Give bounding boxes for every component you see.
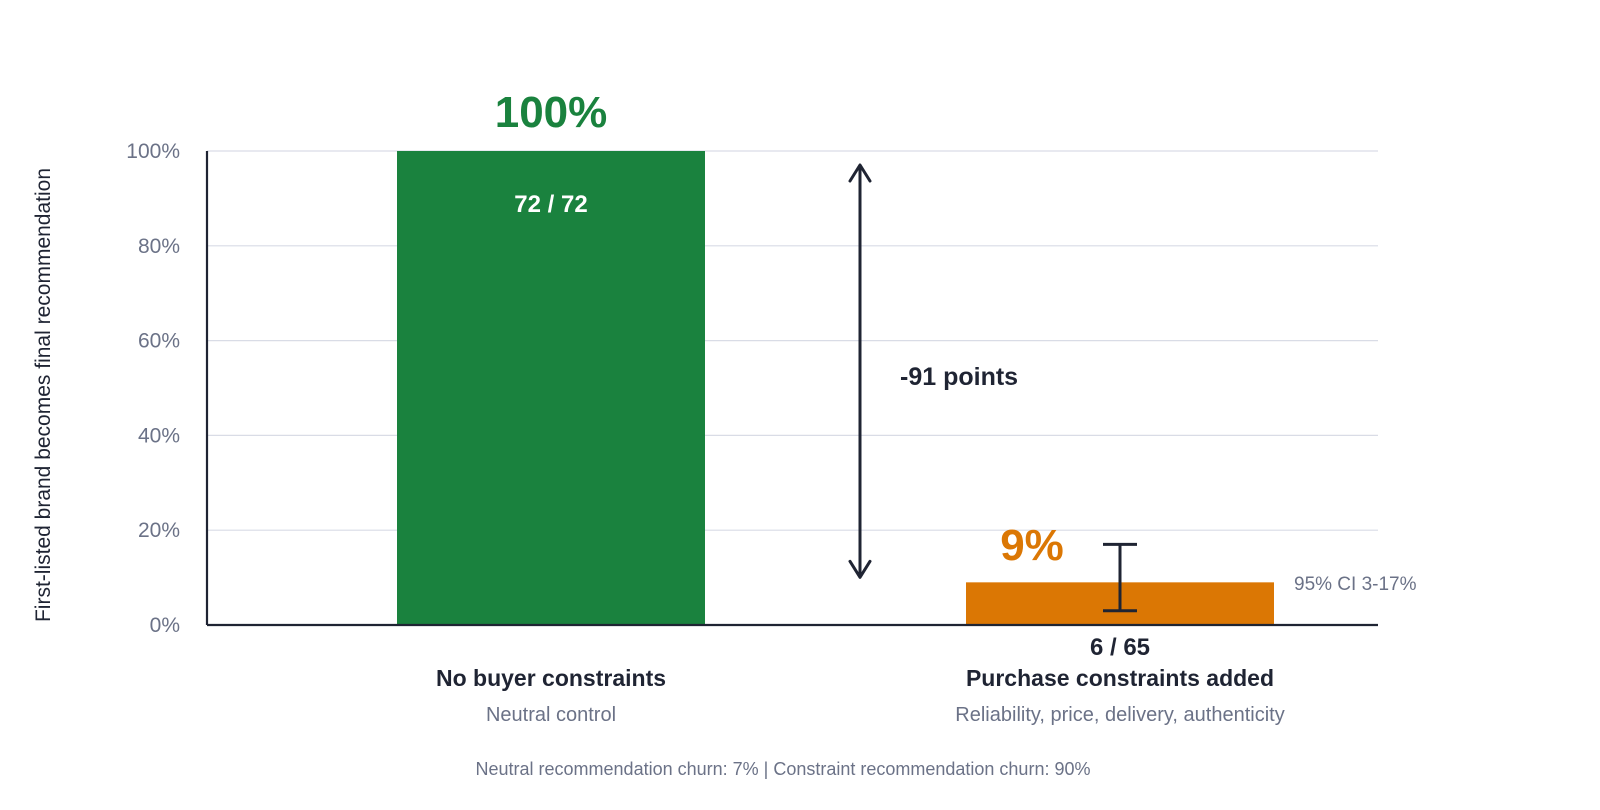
ci-label: 95% CI 3-17% [1294,574,1417,595]
y-tick-label: 20% [138,519,180,542]
count-label: 6 / 65 [1090,634,1150,661]
gridlines [207,150,1378,531]
y-tick-label: 80% [138,235,180,258]
y-axis-label: First-listed brand becomes final recomme… [32,168,55,622]
y-tick-label: 60% [138,330,180,353]
count-label: 72 / 72 [514,191,587,218]
value-label: 9% [1000,521,1064,570]
y-tick-label: 0% [150,614,180,637]
bars [397,151,1274,625]
category-label: No buyer constraints [436,665,666,691]
y-tick-label: 40% [138,424,180,447]
y-axis-ticks: 0% 20% 40% 60% 80% 100% [126,140,180,637]
bar-1 [397,151,705,625]
difference-arrowhead-up [848,163,872,183]
footnote: Neutral recommendation churn: 7% | Const… [476,759,1091,779]
annotations: 100% 9% 72 / 72 6 / 65 95% CI 3-17% -91 point… [495,88,1417,661]
value-label: 100% [495,88,608,137]
y-tick-label: 100% [126,140,180,163]
category-subtitle: Reliability, price, delivery, authentici… [955,704,1284,726]
category-subtitle: Neutral control [486,704,616,726]
difference-arrowhead-down [848,559,872,579]
category-label: Purchase constraints added [966,665,1274,691]
difference-label: -91 points [900,363,1018,391]
category-labels: No buyer constraints Neutral control Purch… [436,665,1285,726]
